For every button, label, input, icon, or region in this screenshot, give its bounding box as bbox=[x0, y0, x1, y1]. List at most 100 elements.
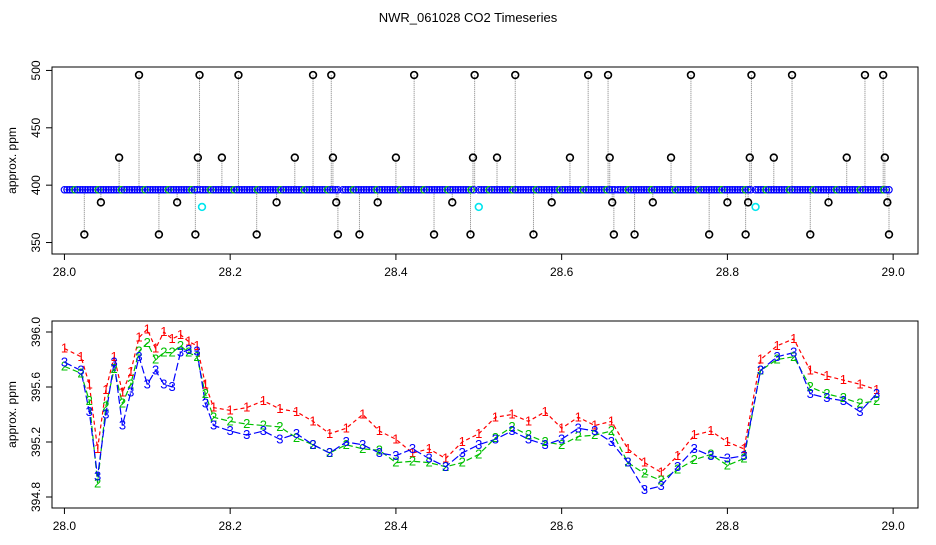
baseline-point bbox=[736, 185, 745, 194]
flagged-point bbox=[327, 70, 336, 80]
y-axis-label: approx. ppm bbox=[5, 127, 19, 194]
flagged-point bbox=[191, 230, 200, 239]
baseline-point bbox=[874, 185, 883, 194]
baseline-point bbox=[454, 185, 462, 194]
y-tick-label: 394.8 bbox=[29, 482, 43, 512]
baseline-point bbox=[582, 185, 590, 194]
baseline-point bbox=[853, 185, 862, 194]
baseline-point bbox=[809, 185, 817, 194]
baseline-point bbox=[783, 185, 791, 194]
series-2-point: 2 bbox=[409, 453, 416, 468]
baseline-point bbox=[661, 185, 669, 194]
baseline-point bbox=[63, 185, 71, 194]
series-1-point: 1 bbox=[823, 368, 830, 383]
baseline-point bbox=[339, 185, 347, 194]
flagged-point bbox=[860, 70, 870, 80]
series-3-point: 3 bbox=[442, 459, 449, 474]
series-3-point: 3 bbox=[185, 342, 192, 357]
baseline-point bbox=[253, 185, 262, 194]
flagged-point bbox=[806, 230, 815, 239]
baseline-point bbox=[864, 185, 872, 194]
baseline-point bbox=[619, 185, 628, 194]
baseline-point bbox=[185, 185, 194, 194]
baseline-point bbox=[167, 185, 175, 194]
baseline-point bbox=[212, 185, 220, 194]
baseline-point bbox=[238, 185, 246, 194]
flagged-point bbox=[96, 198, 106, 207]
baseline-point bbox=[449, 185, 457, 194]
series-2-point: 2 bbox=[691, 452, 698, 467]
baseline-point bbox=[589, 185, 598, 194]
flagged-point bbox=[880, 153, 890, 162]
series-2-point: 2 bbox=[392, 455, 399, 470]
baseline-point bbox=[443, 185, 452, 194]
series-1-point: 1 bbox=[309, 413, 316, 428]
baseline-point bbox=[305, 185, 314, 194]
series-1-point: 1 bbox=[94, 441, 101, 456]
baseline-point bbox=[180, 185, 188, 194]
baseline-point bbox=[579, 185, 588, 194]
baseline-point bbox=[503, 185, 512, 194]
series-1-point: 1 bbox=[757, 352, 764, 367]
baseline-point bbox=[508, 185, 517, 194]
series-3-point: 3 bbox=[657, 478, 664, 493]
flagged-point bbox=[723, 198, 732, 207]
series-3-point: 3 bbox=[807, 386, 814, 401]
baseline-point bbox=[341, 185, 350, 194]
series-3-point: 3 bbox=[376, 445, 383, 460]
bottom-panel-series: 28.0 28.2 28.4 28.6 28.8 29.0 394.8 395.2 395.6 3… bbox=[5, 317, 919, 533]
baseline-point bbox=[697, 185, 706, 194]
baseline-point bbox=[318, 185, 327, 194]
baseline-point bbox=[128, 185, 136, 194]
baseline-point bbox=[133, 185, 142, 194]
series-1-point: 1 bbox=[227, 402, 234, 417]
baseline-point bbox=[271, 185, 280, 194]
series-2-point: 2 bbox=[757, 363, 764, 378]
flagged-point bbox=[391, 153, 401, 162]
baseline-point bbox=[856, 185, 865, 194]
baseline-point bbox=[175, 185, 183, 194]
baseline-point bbox=[584, 185, 593, 194]
baseline-point bbox=[266, 185, 275, 194]
baseline-point bbox=[446, 185, 455, 194]
baseline-point bbox=[65, 185, 74, 194]
baseline-point bbox=[264, 185, 272, 194]
series-1-point: 1 bbox=[177, 327, 184, 342]
series-3-point: 3 bbox=[193, 343, 200, 358]
flagged-point bbox=[630, 230, 639, 239]
x-tick-label: 28.0 bbox=[53, 265, 77, 279]
series-3-point: 3 bbox=[177, 345, 184, 360]
series-1-point: 1 bbox=[392, 431, 399, 446]
series-2-point: 2 bbox=[591, 427, 598, 442]
baseline-point bbox=[603, 185, 611, 194]
baseline-point bbox=[550, 185, 559, 194]
series-3-point: 3 bbox=[674, 459, 681, 474]
baseline-point bbox=[798, 185, 807, 194]
baseline-point bbox=[679, 185, 687, 194]
baseline-point bbox=[151, 185, 160, 194]
baseline-point bbox=[201, 185, 210, 194]
baseline-point bbox=[214, 185, 223, 194]
series-3-point: 3 bbox=[591, 423, 598, 438]
baseline-point bbox=[694, 185, 703, 194]
baseline-point bbox=[545, 185, 554, 194]
flagged-point bbox=[114, 153, 124, 162]
baseline-point bbox=[705, 185, 713, 194]
baseline-point bbox=[130, 185, 139, 194]
x-tick-label: 28.8 bbox=[716, 519, 740, 533]
baseline-point bbox=[629, 185, 638, 194]
series-2-point: 2 bbox=[525, 427, 532, 442]
baseline-point bbox=[222, 185, 231, 194]
baseline-point bbox=[256, 185, 264, 194]
series-2-point: 2 bbox=[442, 459, 449, 474]
flagged-point bbox=[704, 230, 714, 239]
series-1-point: 1 bbox=[657, 464, 664, 479]
series-2-point: 2 bbox=[575, 429, 582, 444]
baseline-point bbox=[757, 185, 765, 194]
baseline-point bbox=[284, 185, 293, 194]
series-3-point: 3 bbox=[343, 434, 350, 449]
baseline-point bbox=[648, 185, 656, 194]
baseline-point bbox=[835, 185, 844, 194]
baseline-point bbox=[772, 185, 781, 194]
